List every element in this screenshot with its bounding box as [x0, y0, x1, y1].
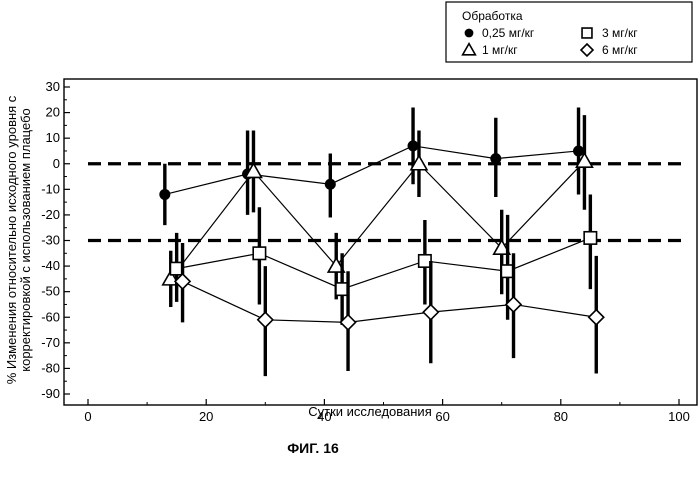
- legend-marker: [582, 28, 592, 38]
- y-tick-label: 20: [46, 105, 60, 120]
- legend-title: Обработка: [462, 9, 523, 23]
- series-line: [177, 238, 591, 289]
- x-tick-label: 0: [84, 409, 91, 424]
- y-tick-label: -40: [41, 258, 60, 273]
- data-point: [490, 153, 501, 164]
- data-point: [408, 140, 419, 151]
- y-tick-label: 10: [46, 130, 60, 145]
- series-1: [163, 115, 593, 307]
- y-tick-label: -50: [41, 284, 60, 299]
- legend: Обработка 0,25 мг/кг 3 мг/кг 1 мг/кг 6 мг/кг: [446, 2, 692, 62]
- legend-marker: [465, 29, 474, 38]
- x-tick-label: 20: [199, 409, 213, 424]
- series-3: [175, 243, 604, 376]
- series-0: [159, 107, 584, 225]
- legend-label: 1 мг/кг: [482, 43, 518, 57]
- data-point: [584, 232, 596, 244]
- y-tick-label: 30: [46, 79, 60, 94]
- y-tick-label: -60: [41, 309, 60, 324]
- data-point: [423, 305, 438, 320]
- y-axis-title-line-2: корректировкой с использованием плацебо: [18, 108, 33, 372]
- y-tick-label: -90: [41, 386, 60, 401]
- data-point: [253, 247, 265, 259]
- figure-label: ФИГ. 16: [287, 440, 339, 456]
- y-tick-label: -70: [41, 335, 60, 350]
- y-tick-label: -20: [41, 207, 60, 222]
- series-line: [171, 161, 585, 279]
- y-tick-label: -30: [41, 233, 60, 248]
- y-tick-label: -80: [41, 360, 60, 375]
- data-point: [325, 179, 336, 190]
- y-tick-label: 0: [53, 156, 60, 171]
- data-point: [589, 310, 604, 325]
- series-line: [165, 146, 579, 195]
- y-axis-title-line-1: % Изменения относительно исходного уровн…: [4, 95, 19, 384]
- x-tick-label: 100: [668, 409, 690, 424]
- legend-label: 3 мг/кг: [602, 26, 638, 40]
- x-axis-title: Сутки исследования: [308, 404, 431, 419]
- data-point: [159, 189, 170, 200]
- legend-label: 0,25 мг/кг: [482, 26, 535, 40]
- y-tick-label: -10: [41, 181, 60, 196]
- series-line: [183, 281, 597, 322]
- x-tick-label: 60: [435, 409, 449, 424]
- data-point: [258, 312, 273, 327]
- x-tick-label: 80: [554, 409, 568, 424]
- plot-area: 3020100-10-20-30-40-50-60-70-80-90020406…: [41, 79, 697, 424]
- data-point: [573, 145, 584, 156]
- legend-label: 6 мг/кг: [602, 43, 638, 57]
